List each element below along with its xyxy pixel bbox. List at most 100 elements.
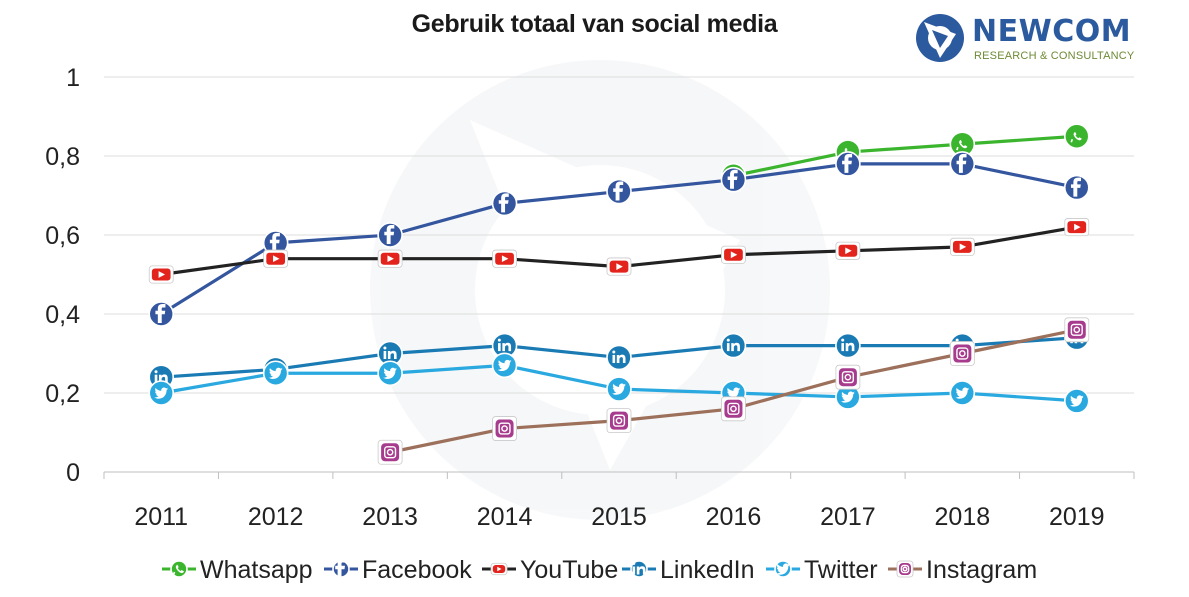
marker-glyph [730, 405, 737, 413]
marker-glyph [955, 338, 959, 342]
series-twitter [148, 352, 1090, 414]
marker-glyph [956, 153, 967, 173]
marker-glyph [615, 417, 623, 424]
marker-play [387, 255, 394, 263]
marker-glyph [727, 169, 738, 189]
watermark-logo [370, 60, 830, 520]
marker-glyph [498, 422, 511, 435]
series-facebook [148, 151, 1090, 327]
marker-glyph [776, 563, 790, 575]
marker-glyph [900, 564, 910, 574]
data-point [1064, 317, 1090, 343]
legend-item-facebook: Facebook [324, 556, 472, 584]
marker-glyph [1070, 138, 1074, 143]
data-point [835, 241, 861, 260]
marker-play [158, 271, 166, 278]
marker-glyph [172, 571, 176, 576]
legend-item-whatsapp: Whatsapp [162, 556, 313, 584]
marker-glyph [959, 139, 968, 149]
data-point [491, 332, 518, 359]
marker-glyph [498, 193, 509, 213]
brand-name: NEWCOM [972, 14, 1132, 49]
marker-glyph [387, 350, 397, 359]
data-point [949, 151, 976, 177]
marker-body [381, 443, 400, 462]
y-tick-label: 0,8 [45, 143, 80, 171]
marker-glyph [384, 446, 397, 459]
data-point [377, 360, 403, 387]
data-point [491, 190, 518, 217]
data-point [949, 341, 975, 366]
x-tick-label: 2017 [820, 503, 876, 531]
marker-body [953, 344, 972, 363]
data-point [492, 249, 517, 268]
axes: 0 0,2 0,4 0,6 0,8 1 2011 2012 2013 2014 2015 2016 20… [45, 64, 1135, 531]
x-tick-label: 2012 [248, 503, 304, 531]
marker-glyph [386, 448, 394, 456]
series-layer [148, 123, 1090, 465]
marker-glyph [154, 374, 158, 383]
data-point [492, 416, 517, 441]
marker-glyph [956, 146, 959, 151]
marker-glyph [844, 373, 852, 381]
marker-glyph [498, 343, 501, 352]
marker-glyph [1069, 395, 1084, 407]
data-point [262, 360, 289, 387]
marker-play [730, 251, 738, 259]
x-tick-label: 2014 [477, 503, 533, 531]
x-tick-label: 2013 [362, 503, 418, 531]
legend-swatch-marker [774, 560, 792, 578]
marker-body [610, 411, 628, 430]
data-point [262, 230, 289, 256]
data-point [148, 380, 175, 406]
legend-label: Whatsapp [200, 556, 313, 584]
marker-glyph [613, 181, 624, 201]
data-point [1063, 123, 1090, 150]
marker-body [838, 368, 857, 387]
marker-glyph [268, 367, 283, 379]
marker-body [1067, 320, 1086, 339]
legend-swatch-marker [332, 559, 350, 578]
marker-glyph [154, 370, 158, 374]
marker-glyph [497, 338, 501, 342]
marker-glyph [731, 342, 740, 352]
marker-glyph [383, 351, 387, 359]
marker-glyph [383, 346, 387, 350]
marker-glyph [155, 304, 166, 323]
marker-glyph [955, 387, 970, 399]
data-point [377, 222, 403, 248]
marker-glyph [841, 371, 854, 384]
marker-glyph [501, 425, 508, 432]
marker-glyph [845, 342, 855, 352]
legend-label: YouTube [520, 556, 618, 584]
marker-glyph [1070, 177, 1081, 197]
data-point [721, 245, 746, 264]
marker-glyph [842, 153, 853, 173]
legend-item-linkedin: LinkedIn [622, 556, 755, 584]
marker-glyph [632, 566, 636, 575]
chart-title: Gebruik totaal van social media [411, 10, 778, 38]
data-point [263, 249, 289, 268]
x-tick-label: 2011 [134, 503, 188, 531]
brand-tagline: RESEARCH & CONSULTANCY [974, 50, 1135, 62]
marker-glyph [840, 391, 855, 403]
marker-play [497, 566, 502, 572]
marker-play [959, 243, 967, 251]
legend-label: LinkedIn [660, 556, 755, 584]
marker-glyph [616, 354, 626, 363]
series-line [731, 134, 1079, 178]
marker-play [273, 255, 280, 263]
data-point [491, 352, 518, 379]
data-point [835, 151, 861, 177]
marker-glyph [612, 350, 616, 354]
data-point [1064, 218, 1090, 237]
data-point [949, 237, 975, 256]
marker-body [1063, 123, 1090, 150]
data-point [377, 249, 403, 268]
data-point [606, 344, 632, 371]
legend-item-instagram: Instagram [888, 556, 1037, 584]
legend-label: Instagram [926, 556, 1037, 584]
legend-swatch-marker [896, 560, 914, 578]
marker-glyph [726, 338, 730, 342]
marker-glyph [384, 225, 395, 244]
